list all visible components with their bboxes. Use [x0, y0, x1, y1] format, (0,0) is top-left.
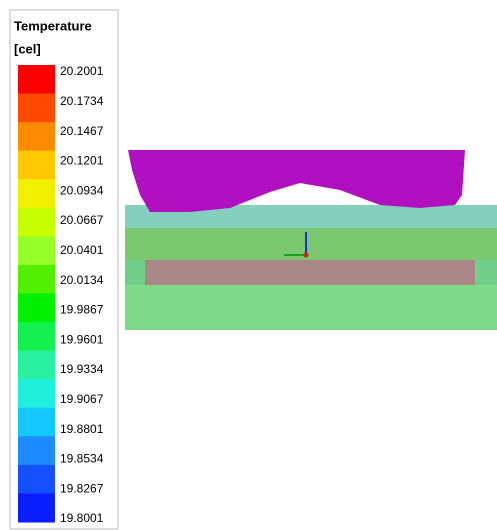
- legend-label: 19.8801: [60, 422, 104, 436]
- color-band: [18, 379, 55, 408]
- color-band: [18, 294, 55, 323]
- screenshot: Temperature [cel] 20.2001 20.1734 20.1467 2…: [0, 0, 497, 530]
- legend-title: Temperature: [14, 18, 92, 33]
- color-band: [18, 493, 55, 522]
- color-band: [18, 436, 55, 465]
- model-upper: [125, 228, 497, 260]
- model-blob: [128, 150, 465, 212]
- color-band: [18, 179, 55, 208]
- legend-label: 20.0134: [60, 273, 104, 287]
- color-band: [18, 208, 55, 237]
- color-band: [18, 322, 55, 351]
- color-band: [18, 465, 55, 494]
- color-band: [18, 236, 55, 265]
- legend-label: 19.9334: [60, 362, 104, 376]
- color-band: [18, 265, 55, 294]
- legend-label: 19.9067: [60, 392, 104, 406]
- legend-label: 20.2001: [60, 64, 104, 78]
- color-band: [18, 351, 55, 380]
- legend-label: 19.8001: [60, 511, 104, 525]
- legend-label: 20.0934: [60, 183, 104, 197]
- model-view: [125, 150, 497, 330]
- legend-label: 19.9867: [60, 303, 104, 317]
- color-band: [18, 408, 55, 437]
- legend-label: 19.8267: [60, 481, 104, 495]
- color-band: [18, 65, 55, 94]
- color-bar: [18, 65, 55, 523]
- legend-label: 19.8534: [60, 452, 104, 466]
- color-band: [18, 94, 55, 123]
- legend-label: 20.1734: [60, 94, 104, 108]
- axis-origin: [304, 253, 309, 258]
- color-band: [18, 151, 55, 180]
- legend-label: 19.9601: [60, 332, 104, 346]
- legend-label: 20.1201: [60, 154, 104, 168]
- model-lower: [125, 285, 497, 330]
- color-band: [18, 122, 55, 151]
- legend-label: 20.0667: [60, 213, 104, 227]
- legend-unit: [cel]: [14, 41, 41, 56]
- model-strip: [145, 260, 475, 285]
- legend-label: 20.0401: [60, 243, 104, 257]
- legend-label: 20.1467: [60, 124, 104, 138]
